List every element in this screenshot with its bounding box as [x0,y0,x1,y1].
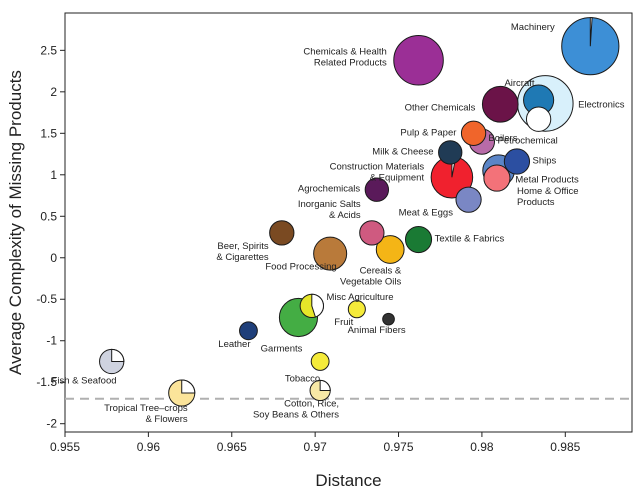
data-point [239,321,258,341]
data-point-slice [319,379,331,392]
data-point-slice [181,379,196,394]
x-tick-label: 0.97 [303,440,327,454]
point-label: Electronics [578,99,625,110]
data-point [525,106,552,132]
point-label: Products [517,197,555,208]
x-tick-label: 0.985 [550,440,580,454]
point-label: Machinery [511,22,555,33]
point-label: Construction Materials [330,161,425,172]
point-label: Tobacco [285,373,320,384]
point-label: Cereals & [360,265,402,276]
y-tick-label: 0 [50,251,57,265]
y-tick-label: 0.5 [40,209,57,223]
x-axis-title: Distance [315,471,381,490]
data-point-slice [311,293,324,318]
y-tick-label: -1 [46,334,57,348]
point-label: Vegetable Oils [340,276,402,287]
data-point [269,220,295,246]
axes-layer: 0.955 0.96 0.965 0.97 0.975 0.98 0.985 2.5 2 1.5 1… [36,12,633,454]
point-label: Agrochemicals [298,184,361,195]
data-point [404,225,433,254]
data-point [438,140,463,165]
y-tick-label: -0.5 [36,292,57,306]
point-label: & Equipment [370,172,425,183]
point-label: Fish & Seafood [52,375,117,386]
data-point [503,148,531,175]
point-label: Soy Beans & Others [253,410,339,421]
point-label: & Cigarettes [216,252,269,263]
point-label: Ships [533,156,557,167]
y-tick-label: 1 [50,168,57,182]
data-point [382,312,395,326]
point-label: Leather [218,339,250,350]
point-label: Misc Agriculture [326,292,393,303]
y-axis-title: Average Complexity of Missing Products [6,70,25,375]
data-point [393,35,444,86]
data-point [310,352,330,371]
point-label: Tropical Tree–crops [104,403,188,414]
point-label: Cotton, Rice, [284,399,339,410]
point-label: Related Products [314,57,387,68]
point-label: Milk & Cheese [372,146,433,157]
point-label: Animal Fibers [348,325,406,336]
y-tick-label: 2.5 [40,43,57,57]
data-point-slice [589,17,593,47]
data-point [313,236,348,271]
point-label: Garments [261,344,303,355]
x-tick-label: 0.96 [137,440,161,454]
data-point [375,235,405,264]
point-label: Petrochemical [498,136,558,147]
plot-frame [64,12,633,433]
point-label: Textile & Fabrics [435,234,505,245]
point-label: Beer, Spirits [217,241,268,252]
data-point-slice [111,348,125,362]
x-tick-label: 0.975 [384,440,414,454]
point-label: Pulp & Paper [400,127,456,138]
point-label: Inorganic Salts [298,199,361,210]
data-point [460,120,487,146]
y-tick-label: 2 [50,85,57,99]
y-tick-label: -2 [46,417,57,431]
data-point [359,220,385,246]
point-label: Fruit [334,317,353,328]
y-tick-label: 1.5 [40,126,57,140]
point-label: Boilers [488,133,517,144]
x-tick-label: 0.98 [470,440,494,454]
point-label: & Acids [329,210,361,221]
point-label: Meat & Eggs [399,208,454,219]
x-tick-label: 0.965 [217,440,247,454]
point-label: Chemicals & Health [303,46,386,57]
point-label: & Flowers [145,414,187,425]
data-point [455,186,482,213]
y-tick-label: -1.5 [36,375,57,389]
point-label: Food Processing [265,262,336,273]
x-tick-label: 0.955 [50,440,80,454]
points-layer [99,17,620,407]
point-label: Aircraft [504,78,534,89]
point-label: Other Chemicals [405,102,476,113]
data-point [364,177,390,202]
point-label: Home & Office [517,186,579,197]
data-point [481,85,519,123]
data-point [483,164,511,192]
point-label: Metal Products [515,175,579,186]
data-point [347,300,366,319]
